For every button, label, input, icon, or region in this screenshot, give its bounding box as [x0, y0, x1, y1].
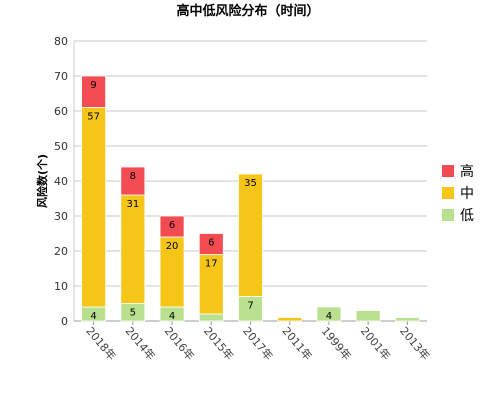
bar-segment	[81, 75, 107, 108]
legend-label: 中	[460, 186, 474, 202]
data-label: 31	[126, 199, 139, 210]
x-tick-label: 1999年	[319, 324, 355, 363]
data-label: 8	[130, 171, 136, 182]
chart-title: 高中低风险分布（时间）	[176, 3, 319, 19]
data-label: 4	[326, 311, 332, 322]
legend-label: 高	[460, 163, 474, 180]
bar-segment	[277, 317, 303, 322]
legend-swatch	[442, 209, 454, 221]
bar-segment	[120, 194, 146, 304]
bar-segment	[81, 107, 107, 308]
bar-segment	[238, 173, 263, 297]
y-axis-title: 风险数(个)	[35, 154, 49, 208]
y-tick-label: 50	[54, 140, 68, 153]
x-tick-label: 2014年	[123, 324, 159, 363]
bar-segment	[355, 310, 381, 322]
data-label: 20	[166, 241, 179, 252]
data-label: 7	[247, 301, 253, 312]
data-label: 5	[130, 308, 136, 319]
data-label: 4	[90, 311, 96, 322]
bar-segment	[120, 166, 146, 196]
data-label: 57	[87, 112, 100, 123]
x-tick-label: 2018年	[83, 324, 119, 363]
y-tick-label: 0	[61, 315, 68, 328]
x-tick-label: 2013年	[397, 324, 433, 363]
data-label: 6	[169, 220, 175, 231]
bar-segment	[394, 317, 420, 322]
bars	[81, 75, 420, 322]
legend-swatch	[442, 165, 454, 177]
legend-swatch	[442, 187, 454, 199]
legend: 高中低	[442, 163, 474, 224]
y-tick-label: 70	[54, 70, 68, 83]
data-label: 4	[169, 311, 175, 322]
legend-label: 低	[460, 208, 474, 224]
x-tick-label: 2016年	[162, 324, 198, 363]
bar-segment	[198, 313, 224, 322]
bar-segment	[316, 306, 342, 322]
bar-segment	[159, 236, 185, 308]
x-tick-label: 2001年	[358, 324, 394, 363]
y-tick-label: 10	[54, 280, 68, 293]
x-tick-label: 2017年	[240, 324, 276, 363]
y-tick-label: 30	[54, 210, 68, 223]
bar-segment	[198, 233, 224, 255]
data-label: 35	[244, 178, 257, 189]
y-tick-label: 40	[54, 175, 68, 188]
y-tick-label: 80	[54, 35, 68, 48]
bar-segment	[198, 254, 224, 315]
bar-segment	[159, 215, 185, 238]
data-labels: 4 57 9 5 31 8 4 20 6 17 6 7 35 4	[87, 80, 332, 322]
y-tick-label: 60	[54, 105, 68, 118]
data-label: 9	[90, 80, 96, 91]
x-tick-label: 2011年	[279, 324, 315, 363]
data-label: 17	[205, 259, 218, 270]
data-label: 6	[208, 238, 214, 249]
bar-segment	[238, 296, 263, 322]
x-tick-label: 2015年	[201, 324, 237, 363]
y-tick-label: 20	[54, 245, 68, 258]
